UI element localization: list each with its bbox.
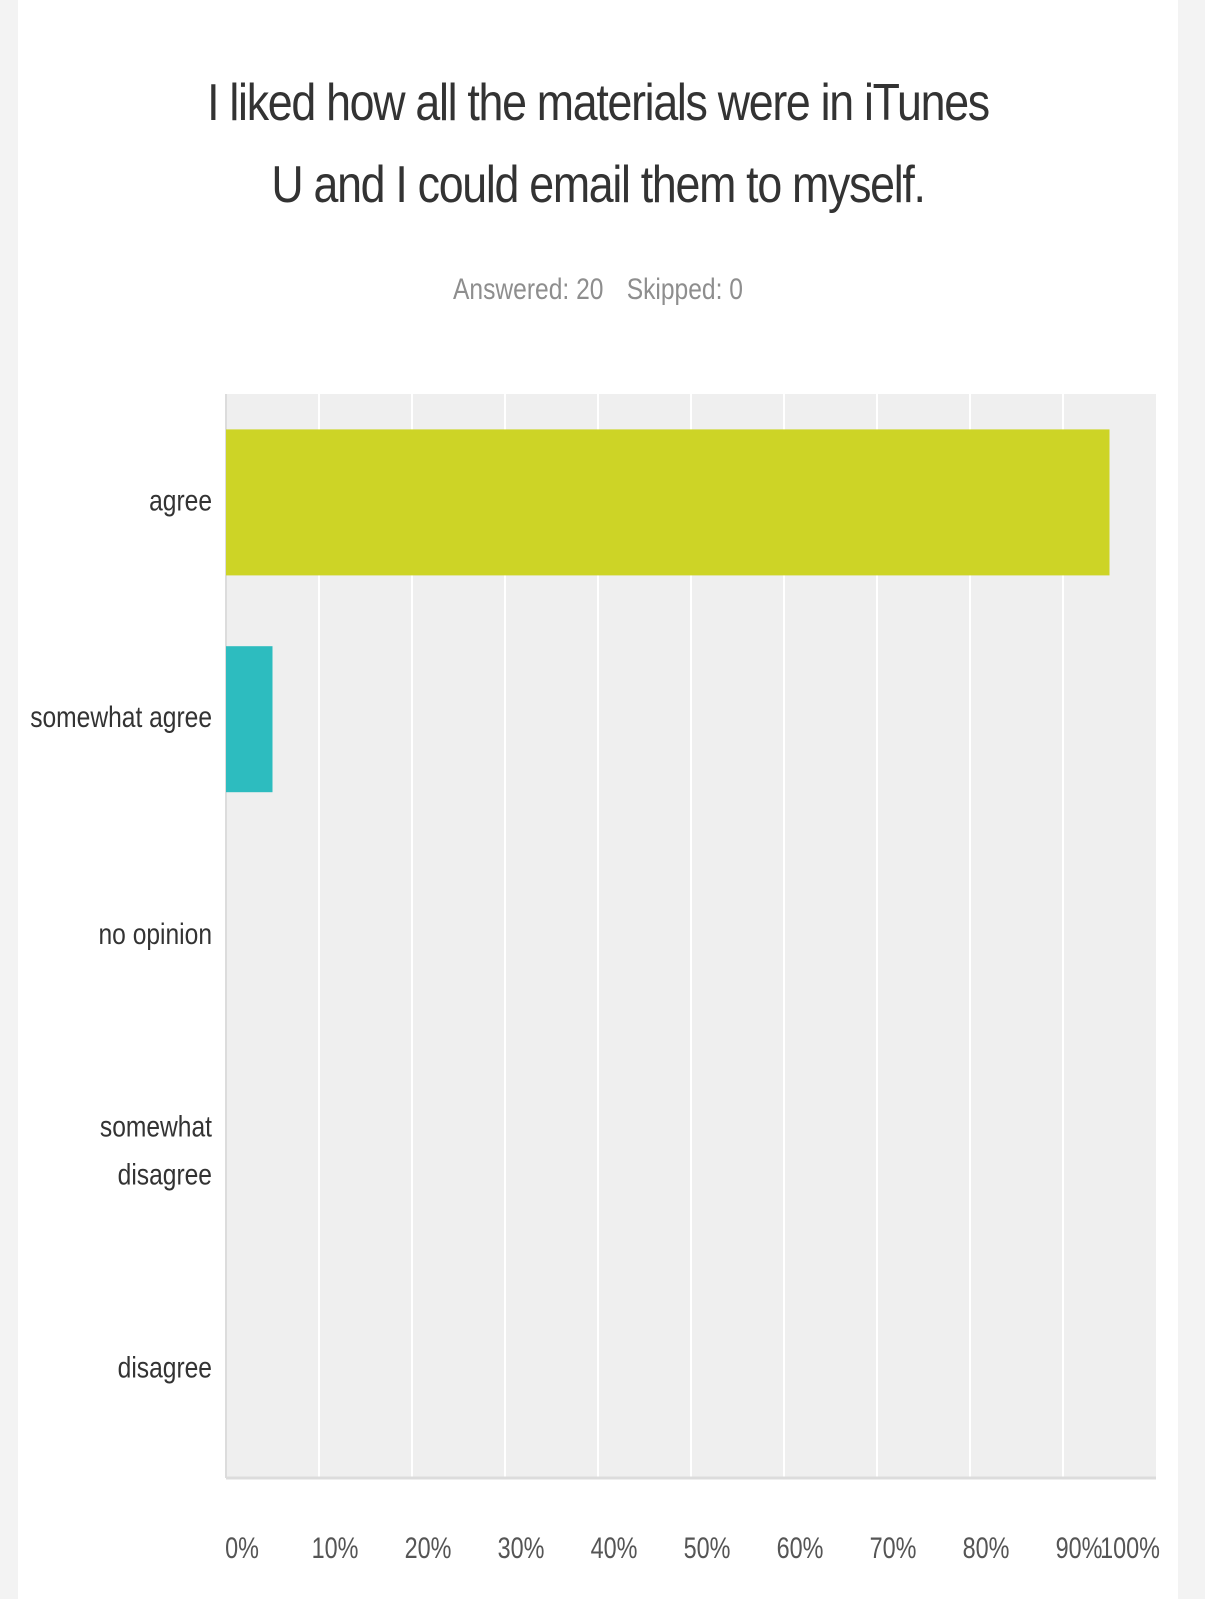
- x-tick-label: 90%: [1056, 1531, 1103, 1564]
- x-tick-label: 30%: [498, 1531, 545, 1564]
- x-tick-label: 10%: [312, 1531, 359, 1564]
- x-tick-label: 80%: [963, 1531, 1010, 1564]
- category-label: somewhat agree: [30, 700, 212, 734]
- answered-count: Answered: 20: [453, 273, 604, 306]
- category-label: disagree: [118, 1157, 212, 1191]
- chart-title-line-2: U and I could email them to myself.: [271, 156, 926, 214]
- x-tick-label: 60%: [777, 1531, 824, 1564]
- bar-agree: [226, 429, 1110, 576]
- x-tick-label: 70%: [870, 1531, 917, 1564]
- bar-somewhat-agree: [226, 646, 273, 793]
- x-tick-label: 40%: [591, 1531, 638, 1564]
- x-tick-label: 20%: [405, 1531, 452, 1564]
- chart-title-line-1: I liked how all the materials were in iT…: [207, 74, 990, 132]
- chart-title: I liked how all the materials were in iT…: [99, 62, 1097, 226]
- response-stats: Answered: 20 Skipped: 0: [122, 273, 1073, 307]
- category-label: agree: [149, 483, 212, 517]
- skipped-count: Skipped: 0: [626, 273, 743, 306]
- category-label: disagree: [118, 1350, 212, 1384]
- category-label: somewhat: [100, 1109, 212, 1143]
- x-tick-label: 100%: [1100, 1531, 1160, 1564]
- x-tick-label: 0%: [225, 1531, 259, 1564]
- x-tick-label: 50%: [684, 1531, 731, 1564]
- category-label: no opinion: [99, 917, 212, 951]
